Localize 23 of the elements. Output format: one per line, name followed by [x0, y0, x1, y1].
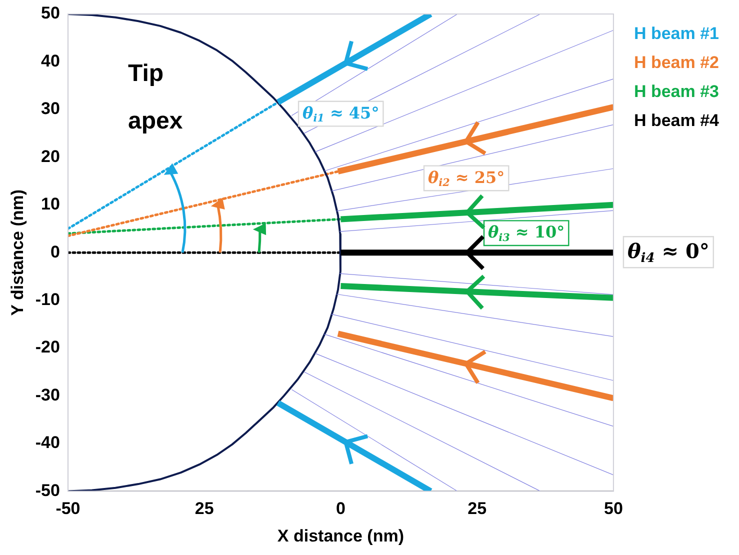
- y-axis-title: Y distance (nm): [8, 189, 27, 316]
- x-tick-label: 50: [604, 499, 623, 518]
- x-tick-label: 25: [468, 499, 487, 518]
- text: H beam #2: [634, 53, 720, 72]
- text: H beam #1: [634, 24, 720, 44]
- x-axis-title: X distance (nm): [277, 526, 404, 546]
- y-tick-label: 30: [41, 99, 60, 118]
- x-tick-label: 0: [336, 499, 346, 518]
- y-tick-label: -10: [35, 290, 60, 310]
- y-tick-label: 20: [41, 146, 60, 166]
- y-tick-label: 0: [50, 242, 60, 262]
- annotation: Tip apex: [128, 60, 184, 135]
- y-tick-label: -20: [35, 338, 60, 357]
- y-tick-label: 10: [41, 194, 60, 214]
- y-tick-label: 40: [41, 51, 60, 70]
- text: H beam #3: [634, 82, 720, 102]
- text: H beam #4: [634, 111, 720, 130]
- y-tick-label: -40: [35, 433, 60, 452]
- y-tick-label: -30: [35, 385, 60, 404]
- x-tick-label: 25: [194, 499, 214, 518]
- x-tick-label: -50: [56, 499, 80, 518]
- y-tick-label: -50: [35, 480, 60, 500]
- y-tick-label: 50: [41, 4, 60, 23]
